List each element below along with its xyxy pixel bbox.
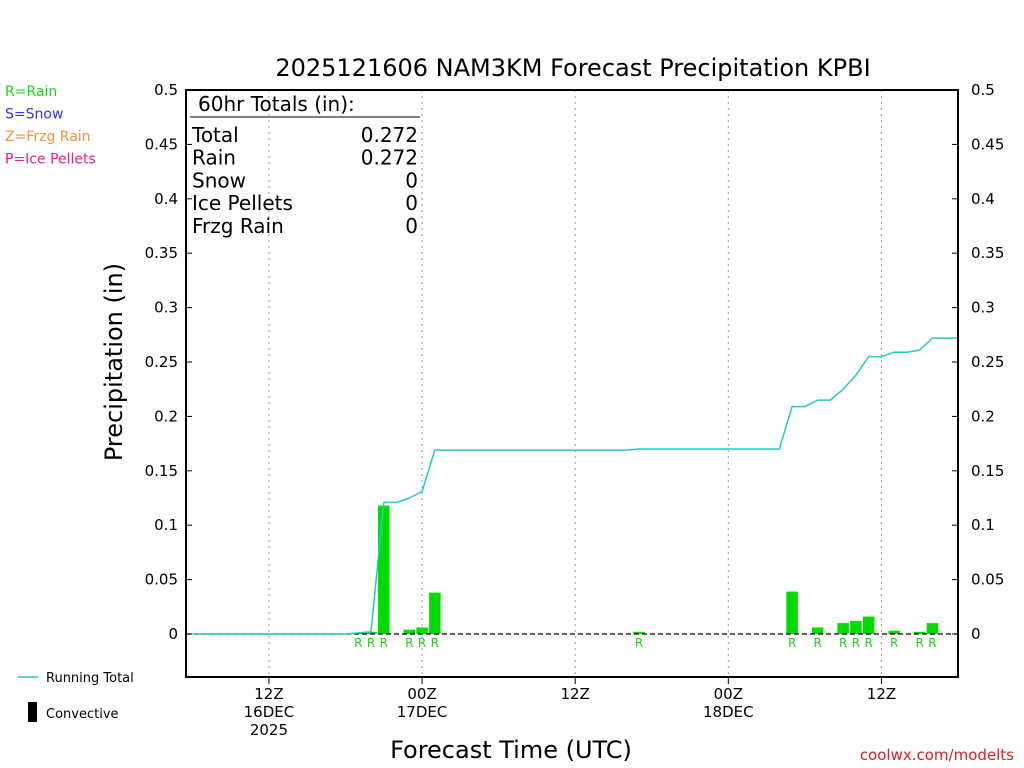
x-tick-label: 12Z — [254, 685, 283, 703]
precip-bar — [888, 630, 900, 634]
precip-type-label: R — [635, 636, 643, 650]
x-axis-label: Forecast Time (UTC) — [390, 736, 632, 764]
y-axis-ticks: 0 00.05 0.050.1 0.10.15 0.150.2 0.20.25 0.250.… — [145, 81, 1005, 643]
precip-bar — [862, 616, 875, 634]
precip-type-label: R — [354, 636, 362, 650]
y-axis-label: Precipitation (in) — [100, 263, 128, 461]
x-tick-label: 00Z — [714, 685, 743, 703]
y-tick-label-left: 0.05 — [145, 571, 178, 589]
x-tick-label: 12Z — [561, 685, 590, 703]
running-total-legend-label: Running Total — [46, 671, 134, 686]
precip-type-legend-item: S=Snow — [5, 107, 63, 123]
running-total-line — [192, 337, 958, 635]
precip-bar — [913, 631, 926, 634]
convective-legend-label: Convective — [46, 707, 119, 722]
y-tick-label-left: 0.15 — [145, 462, 178, 480]
y-tick-label-left: 0.45 — [145, 135, 178, 153]
y-tick-label-right: 0.2 — [971, 407, 995, 425]
y-tick-label-right: 0.45 — [971, 135, 1004, 153]
x-tick-label: 00Z — [407, 685, 436, 703]
precip-type-legend: R=Rain S=Snow Z=Frzg Rain P=Ice Pellets — [5, 84, 96, 168]
totals-box: 60hr Totals (in): Total 0.272 Rain 0.272 Sno… — [190, 92, 420, 238]
precip-type-label: R — [890, 636, 898, 650]
totals-row-value: 0.272 — [361, 123, 418, 147]
credit-text: coolwx.com/modelts — [860, 746, 1014, 764]
y-tick-label-right: 0.25 — [971, 353, 1004, 371]
totals-row-value: 0.272 — [361, 146, 418, 170]
y-tick-label-right: 0.5 — [971, 81, 995, 99]
precip-type-label: R — [839, 636, 847, 650]
chart-title: 2025121606 NAM3KM Forecast Precipitation… — [275, 54, 870, 82]
precip-type-label: R — [852, 636, 860, 650]
totals-row-label: Frzg Rain — [192, 214, 284, 238]
y-tick-label-left: 0.25 — [145, 353, 178, 371]
precip-type-label: R — [405, 636, 413, 650]
precip-bar — [403, 629, 416, 634]
precip-bar — [633, 631, 645, 634]
convective-swatch — [28, 702, 37, 722]
precip-type-label: R — [367, 636, 375, 650]
y-tick-label-left: 0.5 — [154, 81, 178, 99]
bars-layer — [352, 505, 939, 634]
precip-bar — [378, 505, 390, 634]
precip-type-label: R — [418, 636, 426, 650]
totals-row-label: Rain — [192, 146, 236, 170]
y-tick-label-right: 0.1 — [971, 516, 995, 534]
x-tick-label: 16DEC — [244, 703, 295, 721]
y-tick-label-right: 0 — [971, 625, 981, 643]
totals-header: 60hr Totals (in): — [198, 92, 355, 116]
precip-type-label: R — [928, 636, 936, 650]
y-tick-label-left: 0.35 — [145, 244, 178, 262]
precip-type-legend-item: P=Ice Pellets — [5, 152, 96, 168]
y-tick-label-right: 0.15 — [971, 462, 1004, 480]
y-tick-label-right: 0.05 — [971, 571, 1004, 589]
x-tick-label: 12Z — [867, 685, 896, 703]
plot-frame — [185, 89, 959, 678]
precip-type-label: R — [431, 636, 439, 650]
precip-bar — [365, 631, 377, 634]
totals-row-value: 0 — [405, 214, 418, 238]
y-tick-label-right: 0.3 — [971, 299, 995, 317]
totals-row-label: Ice Pellets — [192, 191, 293, 215]
totals-row-value: 0 — [405, 191, 418, 215]
precip-bar — [416, 627, 428, 634]
precip-type-legend-item: R=Rain — [5, 84, 57, 100]
precip-bar — [850, 620, 862, 634]
y-tick-label-left: 0.1 — [154, 516, 178, 534]
precip-bar — [786, 591, 798, 634]
series-legend: Running Total Convective — [18, 671, 134, 722]
precip-type-label: R — [788, 636, 796, 650]
precip-bar — [429, 592, 441, 634]
x-tick-label: 17DEC — [397, 703, 448, 721]
precip-type-legend-item: Z=Frzg Rain — [5, 129, 91, 145]
totals-row-label: Snow — [192, 168, 246, 192]
grid-lines — [268, 90, 882, 677]
precip-bar — [837, 623, 849, 634]
x-tick-label: 18DEC — [703, 703, 754, 721]
y-tick-label-left: 0.2 — [154, 407, 178, 425]
precip-type-label: R — [380, 636, 388, 650]
y-tick-label-left: 0 — [168, 625, 178, 643]
precip-type-label: R — [916, 636, 924, 650]
totals-row-value: 0 — [405, 168, 418, 192]
precip-bar — [926, 623, 939, 634]
running-total-layer — [192, 337, 958, 635]
x-tick-label: 2025 — [250, 721, 288, 739]
totals-row-label: Total — [191, 123, 239, 147]
precip-type-label: R — [865, 636, 873, 650]
y-tick-label-right: 0.35 — [971, 244, 1004, 262]
y-tick-label-right: 0.4 — [971, 190, 995, 208]
y-tick-label-left: 0.4 — [154, 190, 178, 208]
y-tick-label-left: 0.3 — [154, 299, 178, 317]
precip-type-label: R — [813, 636, 821, 650]
precip-bar — [811, 627, 824, 634]
